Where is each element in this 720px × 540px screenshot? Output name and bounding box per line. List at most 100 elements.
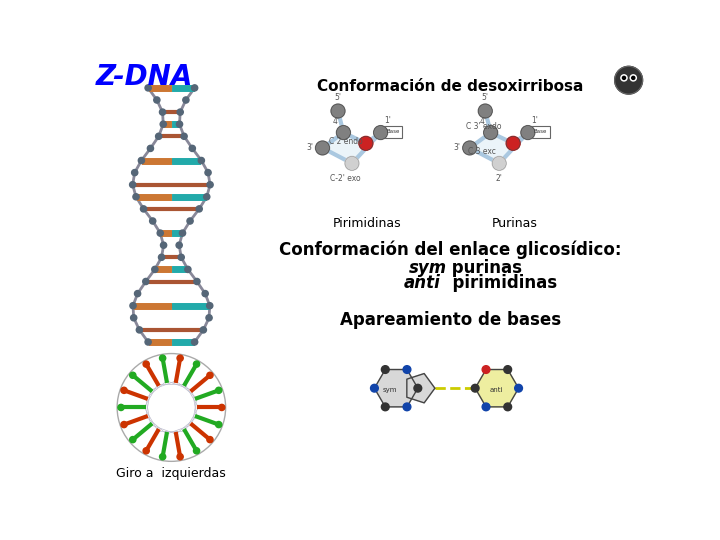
Text: 1': 1' <box>531 116 538 125</box>
Circle shape <box>331 104 345 118</box>
Text: purinas: purinas <box>446 259 523 277</box>
Circle shape <box>145 85 151 91</box>
Circle shape <box>160 454 166 460</box>
Circle shape <box>177 355 183 361</box>
Circle shape <box>118 404 124 410</box>
Circle shape <box>178 254 184 260</box>
Circle shape <box>138 158 145 164</box>
Circle shape <box>179 230 186 236</box>
Text: C 2 endo: C 2 endo <box>329 137 363 146</box>
Circle shape <box>130 372 136 379</box>
Polygon shape <box>374 369 418 407</box>
Text: Conformación del enlace glicosídico:: Conformación del enlace glicosídico: <box>279 240 621 259</box>
Circle shape <box>143 279 149 285</box>
Text: pirimidinas: pirimidinas <box>441 274 557 292</box>
Polygon shape <box>469 132 528 164</box>
Text: Apareamiento de bases: Apareamiento de bases <box>340 311 561 329</box>
Circle shape <box>463 141 477 155</box>
Text: C-2' exo: C-2' exo <box>330 174 361 183</box>
Circle shape <box>371 384 378 392</box>
Polygon shape <box>475 369 518 407</box>
Circle shape <box>198 158 204 164</box>
Circle shape <box>204 194 210 200</box>
Circle shape <box>414 384 422 392</box>
Circle shape <box>472 384 479 392</box>
Circle shape <box>336 126 351 139</box>
Text: 3': 3' <box>306 144 313 152</box>
Circle shape <box>145 339 151 345</box>
Circle shape <box>206 315 212 321</box>
Circle shape <box>140 206 147 212</box>
Circle shape <box>160 121 166 127</box>
Circle shape <box>148 145 153 152</box>
Circle shape <box>504 366 512 373</box>
Circle shape <box>158 254 165 260</box>
Circle shape <box>207 436 213 443</box>
Text: Purinas: Purinas <box>492 217 538 230</box>
Circle shape <box>154 97 160 103</box>
Circle shape <box>504 403 512 411</box>
Circle shape <box>192 85 198 91</box>
Text: anti: anti <box>404 274 441 292</box>
Circle shape <box>403 403 411 411</box>
FancyBboxPatch shape <box>384 126 402 138</box>
Circle shape <box>150 218 156 224</box>
Circle shape <box>121 387 127 394</box>
Circle shape <box>185 266 191 273</box>
Circle shape <box>359 137 373 150</box>
Circle shape <box>630 75 636 81</box>
Circle shape <box>196 206 202 212</box>
Circle shape <box>492 157 506 170</box>
Circle shape <box>207 302 213 309</box>
Circle shape <box>403 366 411 373</box>
Polygon shape <box>323 132 381 164</box>
Circle shape <box>482 403 490 411</box>
Text: 2': 2' <box>496 174 503 183</box>
Circle shape <box>194 279 200 285</box>
Circle shape <box>621 75 627 81</box>
Circle shape <box>130 181 136 188</box>
Circle shape <box>130 315 137 321</box>
Circle shape <box>130 436 136 443</box>
Text: C 3' exdo: C 3' exdo <box>466 122 501 131</box>
Circle shape <box>521 126 535 139</box>
Circle shape <box>177 454 183 460</box>
Circle shape <box>160 355 166 361</box>
Circle shape <box>177 109 184 115</box>
Text: 3': 3' <box>454 144 461 152</box>
Circle shape <box>157 230 163 236</box>
Circle shape <box>382 366 389 373</box>
Text: 4': 4' <box>480 117 487 126</box>
Circle shape <box>156 133 162 139</box>
Circle shape <box>219 404 225 410</box>
Text: 5': 5' <box>482 93 489 102</box>
Circle shape <box>143 361 149 367</box>
Circle shape <box>205 170 211 176</box>
Polygon shape <box>407 374 435 403</box>
Circle shape <box>515 384 523 392</box>
Circle shape <box>121 422 127 428</box>
Circle shape <box>135 291 140 296</box>
Circle shape <box>207 372 213 379</box>
Text: Z-DNA: Z-DNA <box>96 63 194 91</box>
Circle shape <box>192 339 198 345</box>
Circle shape <box>215 387 222 394</box>
Text: anti: anti <box>489 387 503 393</box>
Circle shape <box>215 422 222 428</box>
FancyBboxPatch shape <box>531 126 549 138</box>
Text: Pirimidinas: Pirimidinas <box>333 217 402 230</box>
Text: Base: Base <box>534 129 547 134</box>
Circle shape <box>143 448 149 454</box>
Circle shape <box>482 366 490 373</box>
Text: sym: sym <box>408 259 446 277</box>
Circle shape <box>189 145 195 152</box>
Circle shape <box>374 126 387 139</box>
Circle shape <box>152 266 158 273</box>
Circle shape <box>382 403 389 411</box>
Circle shape <box>136 327 143 333</box>
Text: Giro a  izquierdas: Giro a izquierdas <box>117 467 226 480</box>
Circle shape <box>176 121 183 127</box>
Text: 4': 4' <box>332 117 339 126</box>
Text: 1': 1' <box>384 116 391 125</box>
Circle shape <box>132 170 138 176</box>
